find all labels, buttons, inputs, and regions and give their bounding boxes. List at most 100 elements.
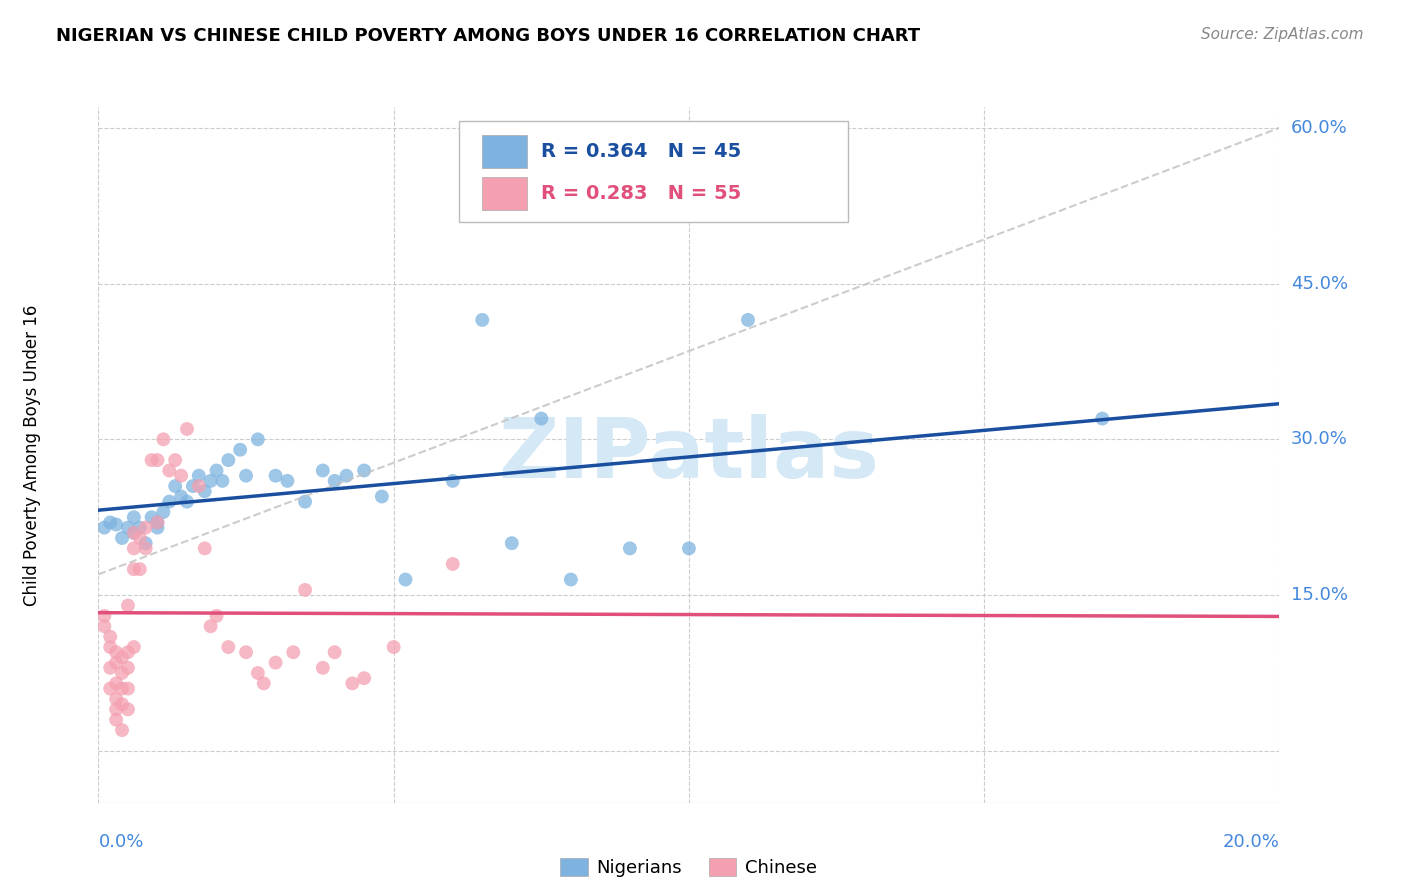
Point [737,313,759,327]
Point [117,681,139,696]
Point [323,474,346,488]
Point [187,468,209,483]
Point [1091,411,1114,425]
Point [276,474,298,488]
Text: 20.0%: 20.0% [1223,833,1279,851]
Point [342,676,364,690]
Point [146,516,169,530]
Point [98,516,121,530]
Text: 60.0%: 60.0% [1291,119,1347,136]
Point [200,619,222,633]
Point [141,453,163,467]
Point [205,463,228,477]
Text: 15.0%: 15.0% [1291,586,1347,604]
Point [441,474,464,488]
Point [98,640,121,654]
Point [98,681,121,696]
Point [235,645,257,659]
Text: ZIPatlas: ZIPatlas [499,415,879,495]
Point [117,645,139,659]
Point [111,723,134,738]
Point [122,541,145,556]
Point [105,517,128,532]
Point [135,541,157,556]
Point [264,468,287,483]
Point [205,608,228,623]
FancyBboxPatch shape [458,121,848,222]
Point [246,665,269,680]
Point [353,671,375,685]
FancyBboxPatch shape [482,177,527,210]
Point [93,619,115,633]
Point [170,490,193,504]
Point [117,520,139,534]
Point [122,640,145,654]
Legend: Nigerians, Chinese: Nigerians, Chinese [553,850,825,884]
Point [111,650,134,665]
Point [146,516,169,530]
Point [141,510,163,524]
Point [122,510,145,524]
Text: 0.0%: 0.0% [98,833,143,851]
Text: 30.0%: 30.0% [1291,430,1347,449]
Point [264,656,287,670]
Point [200,474,222,488]
Text: Source: ZipAtlas.com: Source: ZipAtlas.com [1201,27,1364,42]
Point [176,494,198,508]
Point [246,433,269,447]
Point [157,463,180,477]
Point [217,640,239,654]
Point [111,531,134,545]
Point [441,557,464,571]
Point [152,505,174,519]
Point [353,463,375,477]
Point [135,536,157,550]
Point [194,541,217,556]
Point [93,520,115,534]
Point [187,479,209,493]
Point [323,645,346,659]
Text: R = 0.364   N = 45: R = 0.364 N = 45 [541,142,741,161]
Point [117,599,139,613]
Point [146,520,169,534]
Text: 45.0%: 45.0% [1291,275,1348,293]
Point [501,536,523,550]
Point [170,468,193,483]
Text: NIGERIAN VS CHINESE CHILD POVERTY AMONG BOYS UNDER 16 CORRELATION CHART: NIGERIAN VS CHINESE CHILD POVERTY AMONG … [56,27,921,45]
Point [128,562,150,576]
Point [229,442,252,457]
Point [122,525,145,540]
Point [105,692,128,706]
Point [211,474,233,488]
Point [122,562,145,576]
Point [181,479,204,493]
Point [157,494,180,508]
Point [530,411,553,425]
Point [194,484,217,499]
Point [135,520,157,534]
Point [105,656,128,670]
Text: R = 0.283   N = 55: R = 0.283 N = 55 [541,184,741,202]
Point [312,661,335,675]
Point [122,525,145,540]
Point [217,453,239,467]
Point [105,676,128,690]
Point [294,494,316,508]
Point [128,531,150,545]
Point [235,468,257,483]
Point [165,479,187,493]
Point [382,640,405,654]
Point [176,422,198,436]
Point [371,490,394,504]
Point [105,702,128,716]
Point [152,433,174,447]
Point [98,630,121,644]
Point [283,645,305,659]
Point [253,676,276,690]
Point [105,645,128,659]
Point [471,313,494,327]
Point [294,582,316,597]
Point [98,661,121,675]
Point [394,573,416,587]
Point [146,453,169,467]
